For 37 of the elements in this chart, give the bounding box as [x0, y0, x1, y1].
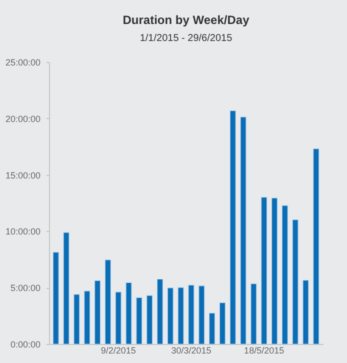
y-tick-label: 0:00:00 [10, 340, 40, 350]
bar [167, 288, 174, 344]
bar [115, 292, 122, 344]
bar [136, 297, 142, 344]
bar [84, 290, 90, 344]
bar [104, 260, 111, 344]
bar [302, 280, 309, 344]
bar [250, 283, 257, 344]
bar [126, 282, 132, 344]
x-tick-label: 18/5/2015 [244, 346, 284, 356]
bar [271, 198, 278, 344]
bar [209, 312, 216, 344]
bar [63, 232, 70, 344]
x-tick-label: 30/3/2015 [171, 346, 212, 356]
chart-subtitle: 1/1/2015 - 29/6/2015 [140, 33, 233, 44]
bar [178, 287, 184, 344]
bar [52, 252, 59, 344]
y-tick-label: 5:00:00 [10, 283, 40, 294]
bar [156, 278, 163, 344]
bar [282, 205, 288, 344]
y-tick-label: 25:00:00 [5, 58, 40, 68]
bar [292, 220, 298, 344]
bar [146, 295, 153, 344]
y-tick-label: 10:00:00 [5, 226, 40, 237]
bar [74, 294, 80, 344]
bar [188, 284, 194, 344]
bar [198, 286, 205, 344]
bar [230, 110, 236, 344]
y-tick-label: 15:00:00 [5, 170, 40, 180]
bar [94, 280, 101, 344]
chart-title: Duration by Week/Day [122, 13, 250, 27]
bar [240, 116, 246, 344]
x-tick-label: 9/2/2015 [100, 346, 136, 356]
bar [313, 148, 320, 344]
y-tick-label: 20:00:00 [5, 114, 40, 124]
bar [261, 197, 268, 344]
bar [219, 302, 226, 344]
